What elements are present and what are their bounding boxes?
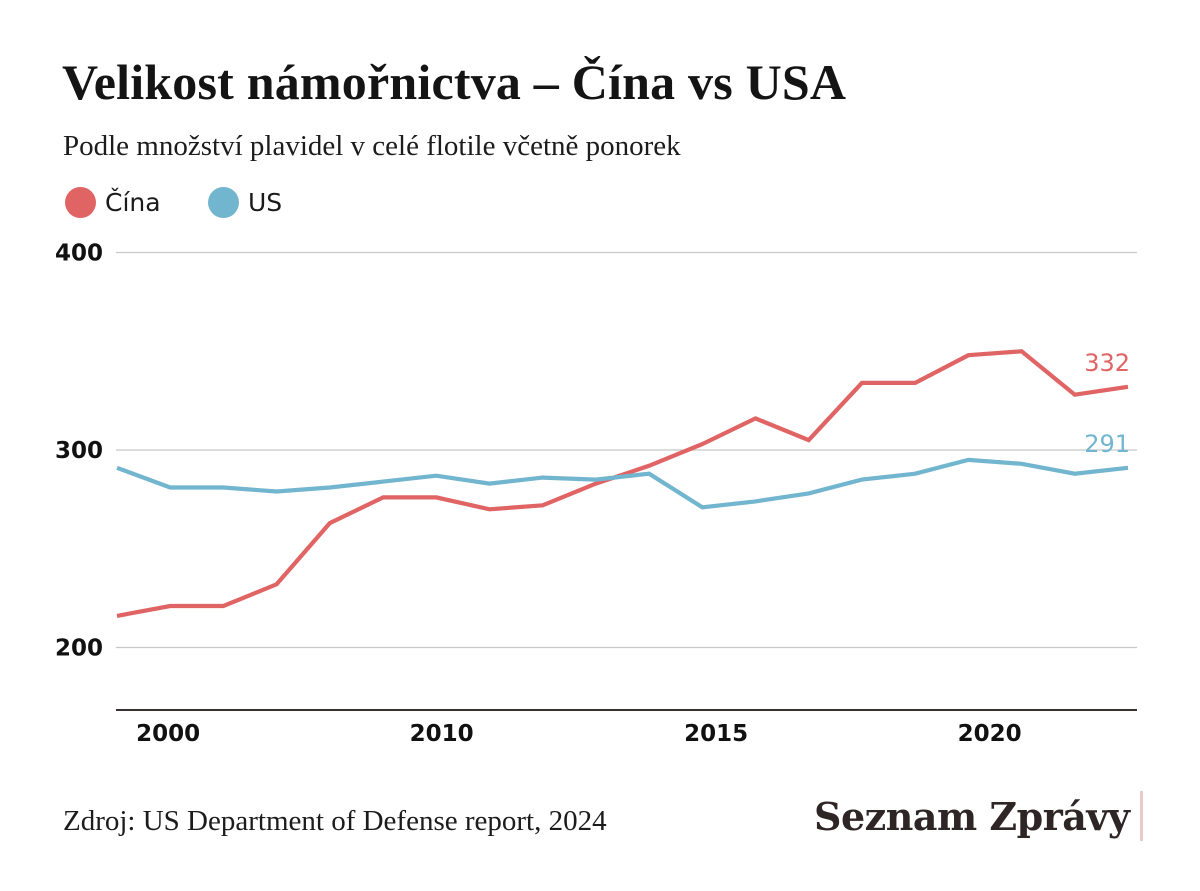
data-point-china <box>860 381 864 385</box>
data-point-china <box>1020 349 1024 353</box>
data-point-china <box>168 604 172 608</box>
y-tick-label-200: 200 <box>55 636 103 662</box>
legend-dot-icon-us <box>208 186 239 218</box>
data-point-china <box>434 495 438 499</box>
end-labels: 332 291 <box>1084 349 1130 458</box>
series-lines <box>115 349 1130 618</box>
chart-subtitle: Podle množství plavidel v celé flotile v… <box>63 130 681 162</box>
data-point-us <box>487 482 491 486</box>
legend-label-us: US <box>248 187 283 217</box>
data-point-china <box>966 353 970 357</box>
data-point-us <box>541 476 545 480</box>
data-point-us <box>381 480 385 484</box>
data-point-us <box>1073 472 1077 476</box>
data-point-us <box>966 458 970 462</box>
legend-item-china: Čína <box>65 185 161 219</box>
data-point-us <box>168 486 172 490</box>
data-point-us <box>700 505 704 509</box>
data-point-us <box>221 486 225 490</box>
data-point-us <box>328 486 332 490</box>
data-point-china <box>541 503 545 507</box>
series-line-us <box>116 457 1129 510</box>
data-point-china <box>381 495 385 499</box>
data-point-china <box>594 482 598 486</box>
data-point-us <box>807 491 811 495</box>
legend-item-us: US <box>208 185 282 219</box>
logo-text: Seznam Zprávy <box>814 793 1130 839</box>
x-tick-label-2010: 2010 <box>410 721 474 747</box>
series-line-china <box>116 349 1129 618</box>
data-point-us <box>1020 462 1024 466</box>
x-tick-label-2000: 2000 <box>136 721 200 747</box>
data-point-china <box>275 582 279 586</box>
data-point-us <box>860 478 864 482</box>
data-point-china <box>647 464 651 468</box>
data-point-china <box>1073 393 1077 397</box>
data-point-us <box>913 472 917 476</box>
x-tick-label-2020: 2020 <box>958 721 1022 747</box>
y-axis-ticks: 200 300 400 <box>55 241 103 662</box>
y-tick-label-400: 400 <box>55 241 103 267</box>
data-point-china <box>328 521 332 525</box>
data-point-china <box>221 604 225 608</box>
y-tick-label-300: 300 <box>55 438 103 464</box>
data-point-china <box>754 416 758 420</box>
data-point-china <box>700 442 704 446</box>
data-point-china <box>1126 385 1130 389</box>
data-point-us <box>275 489 279 493</box>
data-point-china <box>913 381 917 385</box>
chart-title: Velikost námořnictva – Čína vs USA <box>62 54 847 110</box>
data-point-us <box>115 466 119 470</box>
data-point-china <box>807 438 811 442</box>
data-point-us <box>754 499 758 503</box>
x-tick-label-2015: 2015 <box>684 721 748 747</box>
logo-accent-bar <box>1139 791 1143 841</box>
data-point-us <box>647 472 651 476</box>
gridlines <box>116 251 1137 649</box>
data-point-us <box>594 478 598 482</box>
data-point-china <box>487 507 491 511</box>
source-note: Zdroj: US Department of Defense report, … <box>63 805 607 837</box>
legend-label-china: Čína <box>105 187 161 217</box>
data-point-us <box>434 474 438 478</box>
end-label-china: 332 <box>1084 349 1130 377</box>
brand-logo: Seznam Zprávy <box>814 790 1143 842</box>
data-point-china <box>115 614 119 618</box>
data-point-us <box>1126 466 1130 470</box>
legend-dot-icon-china <box>65 186 96 218</box>
end-label-us: 291 <box>1084 430 1130 458</box>
x-axis-ticks: 2000 2010 2015 2020 <box>136 721 1022 747</box>
